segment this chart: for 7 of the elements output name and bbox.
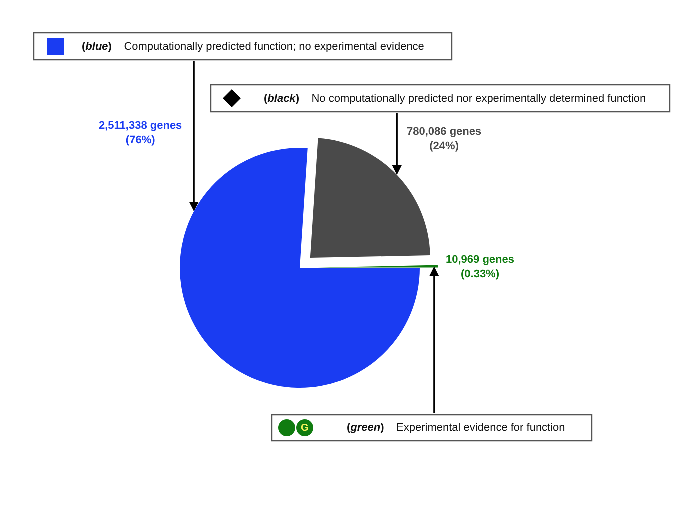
text: G xyxy=(301,423,309,434)
slice-label: (green) Experimental evidence for function xyxy=(347,422,566,434)
data-label: 780,086 genes (24%) xyxy=(407,126,482,152)
data-label: 2,511,338 genes (76%) xyxy=(99,120,182,146)
data-label: 10,969 genes (0.33%) xyxy=(446,254,514,280)
legend-label: (blue) Computationally predicted function; no experimental evidence xyxy=(82,41,424,53)
slice-label: (black) No computationally predicted nor experimentally determined function xyxy=(264,93,646,105)
